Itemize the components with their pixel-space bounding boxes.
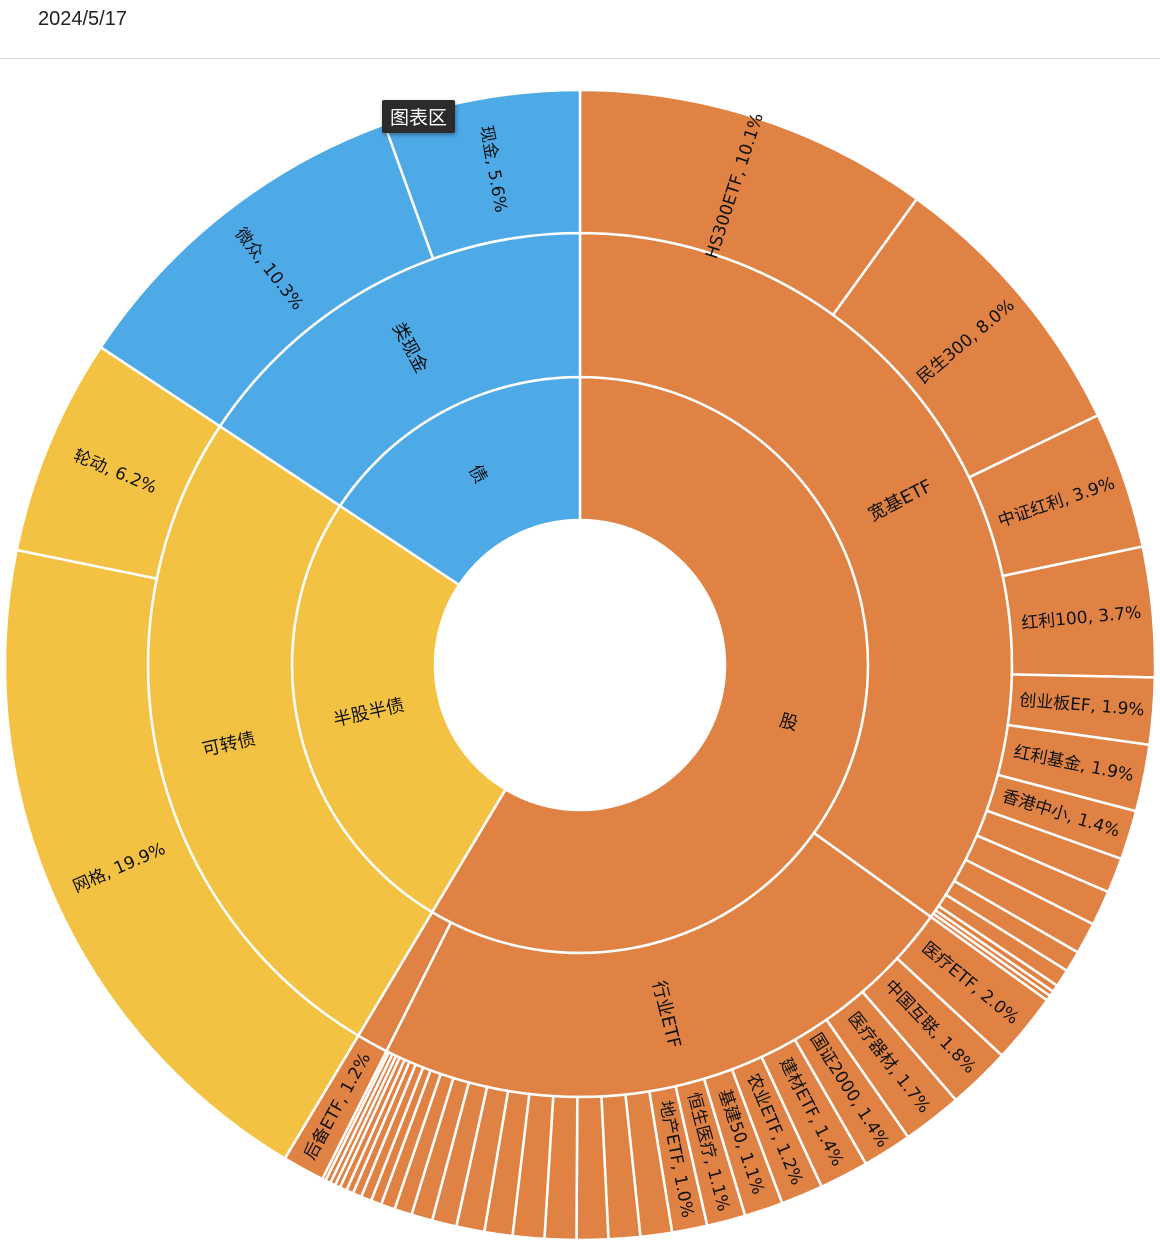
sunburst-rings (3, 88, 1157, 1242)
chart-area-tooltip: 图表区 (382, 100, 456, 133)
sunburst-segment-d2-item-11[interactable] (575, 1095, 610, 1242)
header-divider (0, 58, 1160, 59)
sunburst-segment-d2-网格[interactable] (3, 548, 360, 1161)
report-date: 2024/5/17 (38, 8, 127, 30)
segment-label-股: 股 (777, 710, 800, 735)
